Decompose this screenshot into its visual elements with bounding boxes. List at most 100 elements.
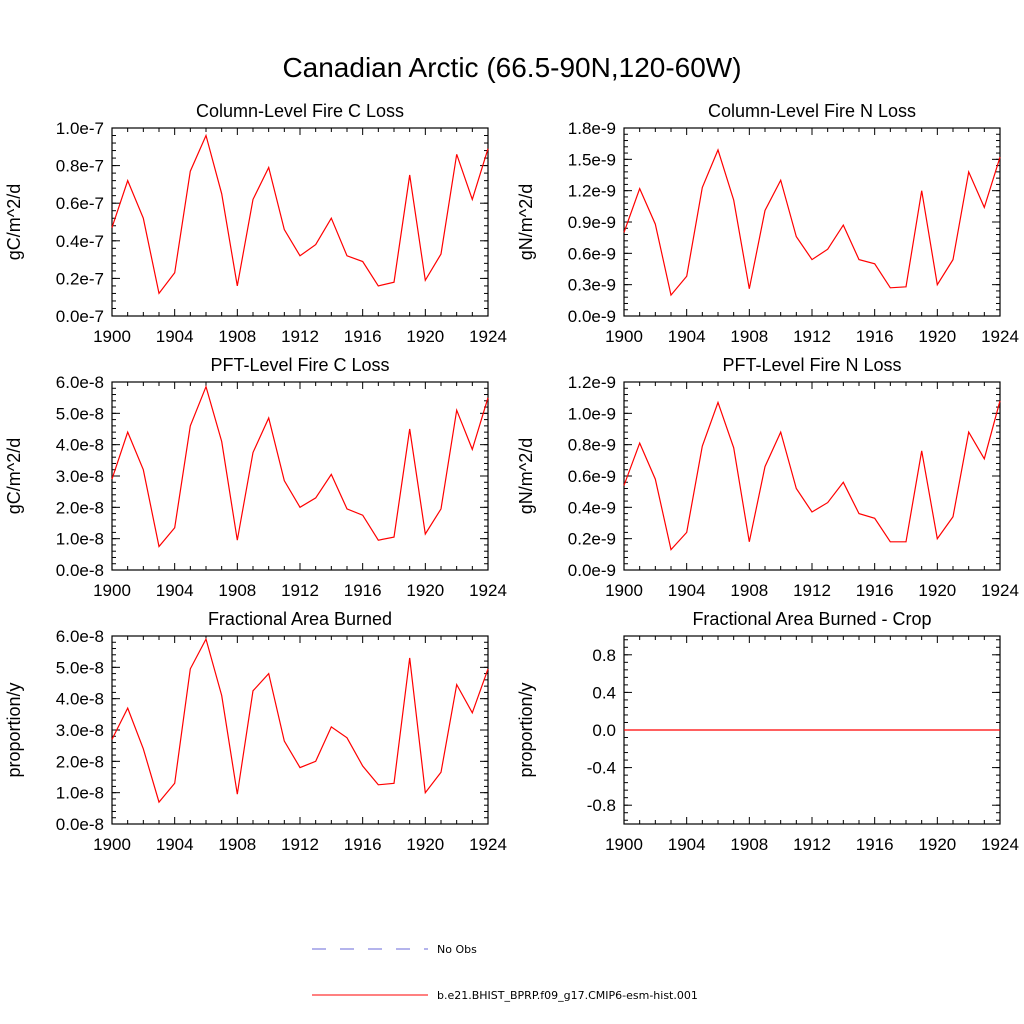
panel4-ytick-label: 0.2e-9 xyxy=(568,530,616,549)
panel3-xtick-label: 1924 xyxy=(469,581,507,600)
panel4-xtick-label: 1924 xyxy=(981,581,1019,600)
panel5-ytick-label: 6.0e-8 xyxy=(56,627,104,646)
panel2-xtick-label: 1900 xyxy=(605,327,643,346)
panel6-xtick-label: 1924 xyxy=(981,835,1019,854)
panel5-frame xyxy=(111,635,489,825)
panel6-ytick-label: 0.8 xyxy=(592,646,616,665)
panel1-ytick-label: 0.6e-7 xyxy=(56,194,104,213)
panel5-ytick-label: 3.0e-8 xyxy=(56,721,104,740)
panel3-xtick-label: 1920 xyxy=(406,581,444,600)
panel5-xtick-label: 1904 xyxy=(156,835,194,854)
panel3-xtick-label: 1916 xyxy=(344,581,382,600)
panel4-series-line xyxy=(623,400,1001,551)
panel4-xtick-label: 1904 xyxy=(668,581,706,600)
panel6-ytick-label: 0.4 xyxy=(592,683,616,702)
panel1-title: Column-Level Fire C Loss xyxy=(196,101,404,121)
panel1-frame xyxy=(111,127,489,317)
panel3-title: PFT-Level Fire C Loss xyxy=(210,355,389,375)
panel1-ytick-label: 0.4e-7 xyxy=(56,232,104,251)
panel5-ylabel: proportion/y xyxy=(4,682,24,777)
panel5-ytick-label: 1.0e-8 xyxy=(56,784,104,803)
panel3-series-line xyxy=(111,384,489,548)
panel4-ytick-label: 0.4e-9 xyxy=(568,498,616,517)
panel3-xtick-label: 1904 xyxy=(156,581,194,600)
panel2-xtick-label: 1924 xyxy=(981,327,1019,346)
panel1-xtick-label: 1904 xyxy=(156,327,194,346)
panel6-title: Fractional Area Burned - Crop xyxy=(692,609,931,629)
panel4-xtick-label: 1900 xyxy=(605,581,643,600)
panel4-ytick-label: 1.0e-9 xyxy=(568,404,616,423)
panel6-xtick-label: 1900 xyxy=(605,835,643,854)
panel2-ytick-label: 1.2e-9 xyxy=(568,182,616,201)
legend-label-1: No Obs xyxy=(437,943,477,956)
panel5-xtick-label: 1912 xyxy=(281,835,319,854)
panel4-xtick-label: 1908 xyxy=(730,581,768,600)
panel4-xtick-label: 1920 xyxy=(918,581,956,600)
panel1-xtick-label: 1912 xyxy=(281,327,319,346)
panel1-xtick-label: 1924 xyxy=(469,327,507,346)
panel3-xtick-label: 1900 xyxy=(93,581,131,600)
panel6-ytick-label: -0.4 xyxy=(587,759,616,778)
panel2-ytick-label: 0.0e-9 xyxy=(568,307,616,326)
panel3-ytick-label: 0.0e-8 xyxy=(56,561,104,580)
panel2-xtick-label: 1908 xyxy=(730,327,768,346)
panel5-xtick-label: 1924 xyxy=(469,835,507,854)
panel4-ytick-label: 0.0e-9 xyxy=(568,561,616,580)
figure-title: Canadian Arctic (66.5-90N,120-60W) xyxy=(282,52,742,83)
panel1-ytick-label: 1.0e-7 xyxy=(56,119,104,138)
panel2-ytick-label: 0.6e-9 xyxy=(568,244,616,263)
panel4-xtick-label: 1916 xyxy=(856,581,894,600)
panel4-ytick-label: 1.2e-9 xyxy=(568,373,616,392)
panel1-ytick-label: 0.0e-7 xyxy=(56,307,104,326)
panel6-xtick-label: 1912 xyxy=(793,835,831,854)
panel2-title: Column-Level Fire N Loss xyxy=(708,101,916,121)
panel1-xtick-label: 1908 xyxy=(218,327,256,346)
panel5-xtick-label: 1900 xyxy=(93,835,131,854)
panel4-xtick-label: 1912 xyxy=(793,581,831,600)
panel6-ytick-label: -0.8 xyxy=(587,796,616,815)
panel5-ytick-label: 5.0e-8 xyxy=(56,658,104,677)
panel2-xtick-label: 1904 xyxy=(668,327,706,346)
panel6-ytick-label: 0.0 xyxy=(592,721,616,740)
panel2-xtick-label: 1916 xyxy=(856,327,894,346)
panel1-ylabel: gC/m^2/d xyxy=(4,184,24,260)
panel2-series-line xyxy=(623,148,1001,297)
panel5-xtick-label: 1920 xyxy=(406,835,444,854)
panel4-ytick-label: 0.8e-9 xyxy=(568,436,616,455)
panel1-xtick-label: 1920 xyxy=(406,327,444,346)
panel1-xtick-label: 1900 xyxy=(93,327,131,346)
panel3-ytick-label: 5.0e-8 xyxy=(56,404,104,423)
panel5-series-line xyxy=(111,637,489,804)
panel3-frame xyxy=(111,381,489,571)
panel3-xtick-label: 1912 xyxy=(281,581,319,600)
panel3-xtick-label: 1908 xyxy=(218,581,256,600)
panel4-frame xyxy=(623,381,1001,571)
panel2-xtick-label: 1912 xyxy=(793,327,831,346)
panel5-ytick-label: 0.0e-8 xyxy=(56,815,104,834)
panel2-xtick-label: 1920 xyxy=(918,327,956,346)
panel1-ytick-label: 0.8e-7 xyxy=(56,157,104,176)
panel3-ytick-label: 2.0e-8 xyxy=(56,498,104,517)
panel5-xtick-label: 1908 xyxy=(218,835,256,854)
panel2-ylabel: gN/m^2/d xyxy=(516,184,536,260)
panel5-ytick-label: 2.0e-8 xyxy=(56,752,104,771)
panel6-ylabel: proportion/y xyxy=(516,682,536,777)
panel6-xtick-label: 1920 xyxy=(918,835,956,854)
panel3-ytick-label: 6.0e-8 xyxy=(56,373,104,392)
panel6-xtick-label: 1904 xyxy=(668,835,706,854)
panel5-xtick-label: 1916 xyxy=(344,835,382,854)
panel5-ytick-label: 4.0e-8 xyxy=(56,690,104,709)
panel4-ytick-label: 0.6e-9 xyxy=(568,467,616,486)
panel3-ytick-label: 3.0e-8 xyxy=(56,467,104,486)
panel3-ytick-label: 4.0e-8 xyxy=(56,436,104,455)
panel2-ytick-label: 0.3e-9 xyxy=(568,276,616,295)
panel4-ylabel: gN/m^2/d xyxy=(516,438,536,514)
panel4-title: PFT-Level Fire N Loss xyxy=(722,355,901,375)
panel3-ylabel: gC/m^2/d xyxy=(4,438,24,514)
legend-label-2: b.e21.BHIST_BPRP.f09_g17.CMIP6-esm-hist.… xyxy=(437,989,698,1002)
panel3-ytick-label: 1.0e-8 xyxy=(56,530,104,549)
panel1-xtick-label: 1916 xyxy=(344,327,382,346)
panel6-xtick-label: 1908 xyxy=(730,835,768,854)
panel2-ytick-label: 1.8e-9 xyxy=(568,119,616,138)
